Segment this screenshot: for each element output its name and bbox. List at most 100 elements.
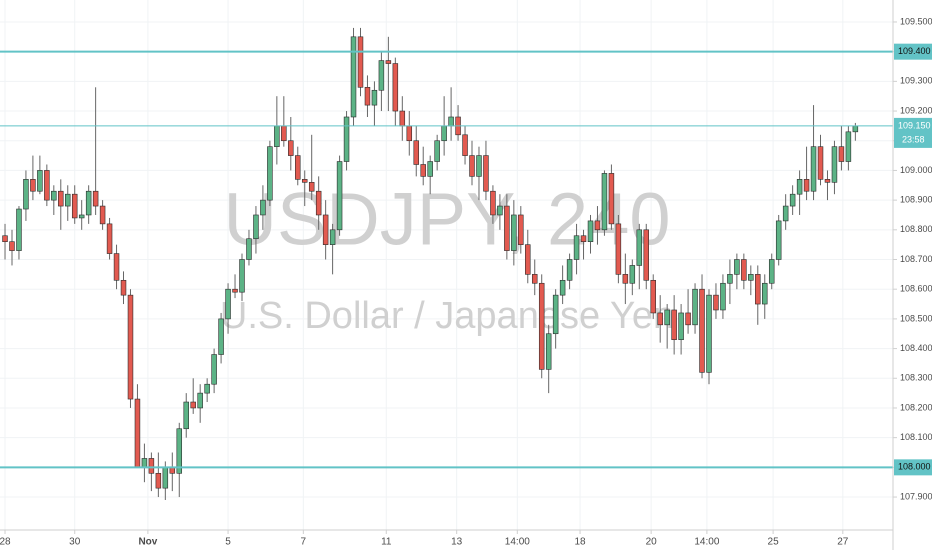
candle-body: [845, 131, 852, 162]
candle-body: [267, 146, 273, 201]
candle-body: [225, 288, 231, 320]
x-tick-label: 20: [646, 537, 658, 548]
y-tick-label: 109.000: [900, 165, 932, 175]
candle-body: [141, 458, 148, 468]
candle-body: [30, 179, 36, 192]
candle-body: [741, 259, 747, 281]
candle-body: [113, 253, 120, 281]
level-label: 108.000: [898, 462, 931, 472]
candle-body: [490, 190, 496, 216]
candle-body: [350, 36, 357, 118]
candle-body: [566, 259, 573, 281]
candle-body: [734, 259, 740, 275]
candle-body: [343, 116, 350, 162]
candle-body: [37, 170, 43, 192]
candle-body: [803, 179, 810, 192]
candle-body: [357, 36, 364, 88]
x-tick-label: 28: [0, 537, 11, 548]
candle-body: [162, 467, 169, 489]
candle-body: [650, 279, 656, 314]
y-tick-label: 108.500: [900, 313, 932, 323]
candle-body: [720, 282, 726, 311]
candle-body: [838, 146, 845, 162]
candle-body: [775, 220, 782, 260]
candle-body: [253, 214, 259, 240]
x-tick-label: 14:00: [505, 537, 530, 548]
candle-body: [51, 190, 57, 201]
candle-body: [322, 214, 329, 245]
candle-body: [462, 134, 468, 156]
candle-body: [810, 146, 817, 192]
candle-body: [385, 60, 392, 64]
x-tick-label: 18: [574, 537, 586, 548]
candle-body: [518, 214, 524, 245]
candle-body: [615, 223, 622, 275]
candle-body: [678, 312, 684, 340]
candle-body: [601, 173, 608, 231]
candle-body: [16, 208, 22, 251]
candle-body: [497, 205, 503, 216]
last-price-box: [894, 117, 932, 148]
y-tick-label: 108.400: [900, 343, 932, 353]
candle-body: [239, 259, 245, 293]
candle-body: [85, 190, 92, 216]
y-tick-label: 108.200: [900, 402, 932, 412]
level-label-box: [894, 459, 932, 476]
candle-body: [176, 428, 183, 474]
candle-body: [699, 288, 705, 373]
candle-body: [281, 125, 287, 142]
candle-body: [545, 333, 552, 370]
watermark-subtitle: U.S. Dollar / Japanese Yen: [220, 295, 674, 337]
candle-body: [552, 294, 559, 335]
candle-body: [504, 205, 510, 251]
axes: 107.900 108.000 108.100 108.200 108.300 108.4…: [0, 16, 932, 548]
candle-body: [65, 193, 71, 207]
candle-body: [406, 125, 413, 142]
candle-body: [476, 155, 482, 177]
candle-body: [427, 161, 433, 177]
candle-body: [44, 170, 50, 201]
candle-body: [218, 318, 224, 355]
candle-body: [469, 155, 475, 177]
candle-body: [525, 244, 531, 275]
candle-body: [706, 294, 712, 373]
candle-body: [308, 182, 315, 192]
candle-body: [274, 125, 280, 147]
candle-body: [643, 229, 650, 281]
candle-body: [483, 155, 489, 192]
last-price-label: 109.150: [898, 120, 931, 130]
x-tick-label: 14:00: [694, 537, 719, 548]
level-label: 109.400: [898, 46, 931, 56]
candle-body: [378, 60, 385, 91]
candle-body: [636, 229, 643, 266]
candle-body: [789, 193, 796, 207]
candle-body: [9, 241, 15, 251]
y-tick-label: 109.500: [900, 16, 932, 26]
candle-body: [559, 279, 566, 296]
candle-body: [2, 235, 8, 242]
candle-body: [448, 116, 454, 127]
candle-body: [580, 235, 587, 242]
candle-body: [532, 274, 538, 284]
candle-body: [148, 458, 155, 474]
candle-body: [211, 354, 217, 385]
candle-body: [664, 309, 670, 326]
candle-body: [782, 205, 789, 222]
candle-body: [329, 229, 336, 245]
watermark-title: USDJPY, 240: [224, 178, 671, 261]
candle-body: [657, 312, 663, 326]
candle-body: [134, 398, 141, 468]
candle-body: [762, 282, 768, 305]
candle-body: [204, 383, 210, 394]
candle-body: [232, 288, 238, 293]
candle-body: [315, 190, 322, 216]
candle-body: [538, 282, 545, 370]
candle-body: [399, 110, 406, 127]
candle-body: [246, 238, 252, 260]
x-tick-label: 13: [451, 537, 463, 548]
candle-body: [671, 309, 677, 340]
y-tick-label: 108.300: [900, 373, 932, 383]
candle-body: [190, 401, 196, 409]
